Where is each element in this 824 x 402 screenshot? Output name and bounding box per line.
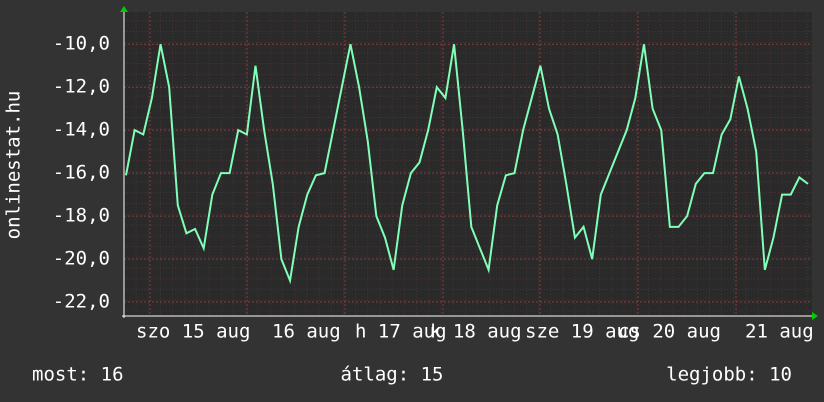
y-tick-label: -12,0: [53, 76, 110, 98]
x-tick-label: h 17 aug: [355, 321, 447, 343]
y-tick-label: -22,0: [53, 291, 110, 313]
y-tick-label: -10,0: [53, 33, 110, 55]
x-tick-label: sze 19 aug: [525, 321, 639, 343]
x-tick-label: 21 aug: [745, 321, 814, 343]
data-line: [125, 44, 809, 285]
stat: legjobb: 10: [666, 364, 792, 386]
y-arrow: [120, 6, 128, 12]
y-tick-label: -14,0: [53, 119, 110, 141]
plot-area: [124, 12, 812, 316]
x-arrow: [812, 312, 818, 320]
x-tick-label: szo 15 aug: [136, 321, 250, 343]
stat: átlag: 15: [341, 364, 444, 386]
y-tick-label: -20,0: [53, 248, 110, 270]
x-tick-label: 16 aug: [272, 321, 341, 343]
y-tick-label: -18,0: [53, 205, 110, 227]
y-axis-label: onlinestat.hu: [3, 91, 25, 240]
stat: most: 16: [32, 364, 124, 386]
x-tick-label: cs 20 aug: [618, 321, 721, 343]
x-tick-label: k 18 aug: [430, 321, 522, 343]
y-tick-label: -16,0: [53, 162, 110, 184]
